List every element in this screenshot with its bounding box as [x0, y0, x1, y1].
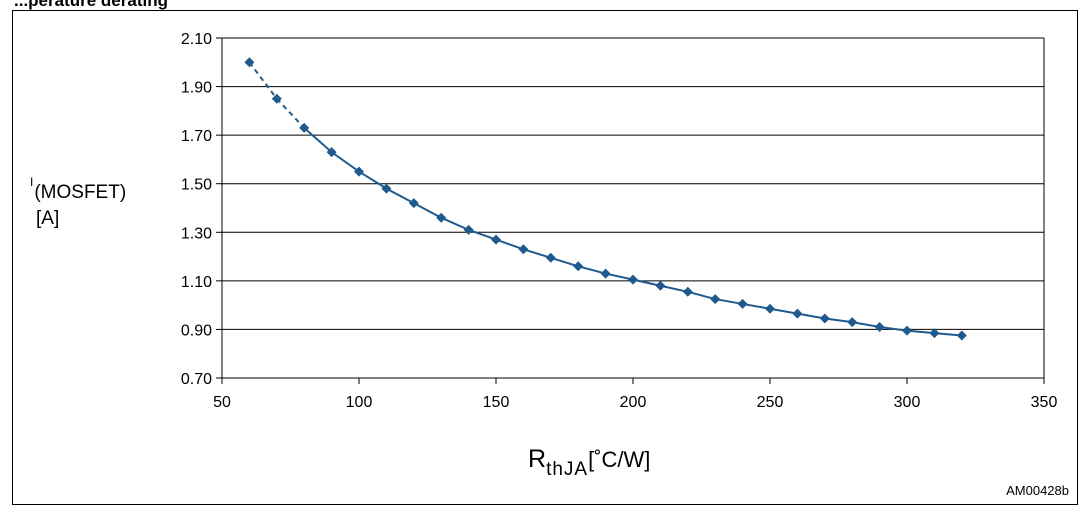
- y-tick-label: 0.90: [181, 322, 212, 339]
- y-axis-label: I(MOSFET) [A]: [30, 176, 126, 228]
- x-tick-label: 100: [346, 394, 373, 411]
- data-point-marker: [545, 252, 556, 263]
- x-tick-label: 50: [213, 394, 231, 411]
- data-point-marker: [956, 330, 967, 341]
- data-point-marker: [436, 212, 447, 223]
- series-line-dashed-segment: [276, 98, 305, 129]
- data-point-marker: [244, 57, 255, 68]
- data-point-marker: [381, 183, 392, 194]
- data-point-marker: [819, 313, 830, 324]
- y-axis-label-prefix: I: [30, 175, 34, 189]
- data-point-marker: [299, 122, 310, 133]
- data-point-marker: [600, 268, 611, 279]
- header-fragment-text: ...perature derating: [14, 0, 168, 10]
- y-tick-label: 1.30: [181, 225, 212, 242]
- data-point-marker: [326, 147, 337, 158]
- y-axis-label-unit: [A]: [36, 208, 60, 229]
- data-point-marker: [765, 303, 775, 314]
- x-axis-label-unit: [˚C/W]: [588, 447, 651, 472]
- data-point-marker: [408, 198, 419, 209]
- data-point-marker: [792, 308, 803, 319]
- data-point-marker: [847, 317, 858, 328]
- data-point-marker: [573, 261, 584, 272]
- data-point-marker: [518, 244, 529, 255]
- header-fragment: ...perature derating: [0, 0, 1087, 10]
- x-axis-label-main: R: [528, 445, 547, 473]
- y-tick-label: 0.70: [181, 371, 212, 388]
- data-point-marker: [491, 234, 501, 245]
- x-axis-label-sub: thJA: [546, 459, 589, 480]
- y-tick-label: 1.90: [181, 80, 212, 97]
- data-point-marker: [737, 298, 748, 309]
- figure-code: AM00428b: [1006, 483, 1069, 498]
- series-line-dashed-segment: [248, 61, 278, 100]
- data-point-marker: [463, 224, 474, 235]
- chart-frame: [12, 10, 1078, 505]
- y-tick-label: 1.70: [181, 128, 212, 145]
- x-tick-label: 350: [1031, 394, 1058, 411]
- data-point-marker: [628, 274, 638, 285]
- series-line: [303, 127, 962, 337]
- x-axis-label: RthJA[˚C/W]: [528, 445, 650, 481]
- data-point-marker: [682, 286, 693, 297]
- y-tick-label: 1.10: [181, 274, 212, 291]
- x-tick-label: 150: [483, 394, 510, 411]
- y-axis-label-main: (MOSFET): [34, 182, 127, 203]
- x-tick-label: 250: [757, 394, 784, 411]
- x-tick-label: 300: [894, 394, 921, 411]
- data-point-marker: [874, 322, 885, 332]
- x-tick-label: 200: [620, 394, 647, 411]
- data-point-marker: [354, 166, 364, 177]
- y-tick-label: 2.10: [181, 31, 212, 48]
- data-point-marker: [902, 325, 912, 336]
- y-tick-label: 1.50: [181, 177, 212, 194]
- data-point-marker: [655, 280, 666, 291]
- data-point-marker: [271, 93, 282, 104]
- data-point-marker: [710, 294, 721, 305]
- data-point-marker: [929, 328, 940, 339]
